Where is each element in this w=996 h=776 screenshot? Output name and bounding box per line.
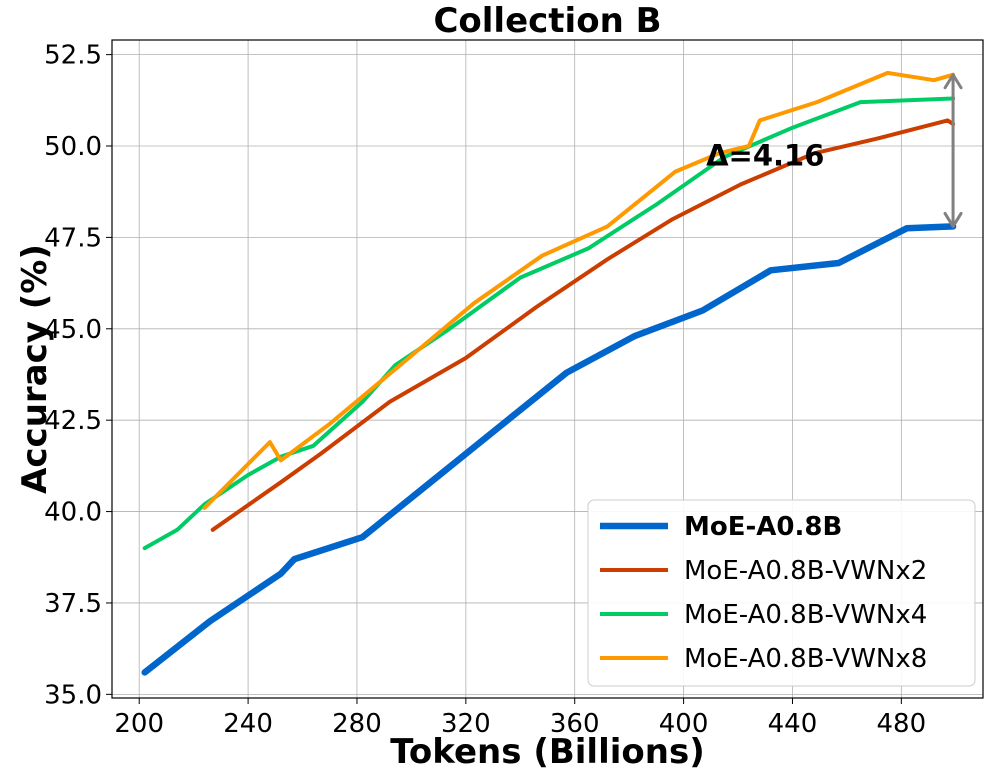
x-axis-label: Tokens (Billions) (390, 732, 704, 772)
axis-ticks: 200 240 280 320 360 400 440 480 35.0 37.5 40.0 42.5… (44, 41, 926, 739)
y-tick-label: 35.0 (44, 680, 102, 710)
legend-label: MoE-A0.8B-VWNx4 (684, 600, 927, 630)
y-tick-label: 42.5 (44, 406, 102, 436)
delta-arrow-head-top (943, 73, 963, 90)
legend-box (587, 499, 976, 687)
x-tick-label: 440 (768, 709, 818, 739)
x-tick-label: 240 (223, 709, 273, 739)
y-tick-label: 47.5 (44, 223, 102, 253)
y-tick-label: 40.0 (44, 498, 102, 528)
y-tick-label: 37.5 (44, 589, 102, 619)
legend-label: MoE-A0.8B (684, 512, 842, 542)
y-tick-label: 45.0 (44, 315, 102, 345)
x-tick-label: 480 (877, 709, 927, 739)
legend-label: MoE-A0.8B-VWNx8 (684, 644, 927, 674)
y-axis-label: Accuracy (%) (15, 244, 55, 494)
delta-arrow-head-bottom (943, 211, 963, 228)
series-line (141, 223, 957, 676)
series-lines (141, 70, 957, 676)
chart-title: Collection B (433, 1, 661, 41)
y-tick-label: 50.0 (44, 132, 102, 162)
x-tick-label: 280 (332, 709, 382, 739)
y-tick-label: 52.5 (44, 41, 102, 71)
x-tick-label: 400 (659, 709, 709, 739)
plot-frame (111, 39, 984, 699)
legend: MoE-A0.8B MoE-A0.8B-VWNx2 MoE-A0.8B-VWNx4 M… (587, 499, 976, 687)
delta-annotation: Δ=4.16 (706, 73, 963, 228)
series-line (202, 70, 956, 510)
x-tick-label: 200 (114, 709, 164, 739)
delta-annotation-label: Δ=4.16 (706, 138, 824, 172)
series-line (210, 118, 956, 532)
x-tick-label: 360 (550, 709, 600, 739)
legend-label: MoE-A0.8B-VWNx2 (684, 556, 927, 586)
x-tick-label: 320 (441, 709, 491, 739)
